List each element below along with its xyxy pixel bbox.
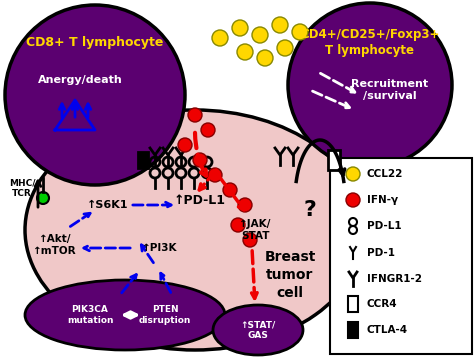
Circle shape xyxy=(188,108,202,122)
Ellipse shape xyxy=(25,110,365,350)
Circle shape xyxy=(5,5,185,185)
Circle shape xyxy=(231,218,245,232)
Circle shape xyxy=(237,44,253,60)
Text: CCL22: CCL22 xyxy=(367,169,403,179)
Text: ↑STAT/
GAS: ↑STAT/ GAS xyxy=(240,320,275,340)
Circle shape xyxy=(292,24,308,40)
Text: IFNGR1-2: IFNGR1-2 xyxy=(367,274,422,284)
Text: ↑PI3K: ↑PI3K xyxy=(142,243,178,253)
Text: PD-L1: PD-L1 xyxy=(367,221,401,231)
Text: PTEN
disruption: PTEN disruption xyxy=(139,305,191,325)
Circle shape xyxy=(272,17,288,33)
Text: Anergy/death: Anergy/death xyxy=(37,75,122,85)
Circle shape xyxy=(238,198,252,212)
Text: CTLA-4: CTLA-4 xyxy=(367,325,408,335)
Text: CD8+ T lymphocyte: CD8+ T lymphocyte xyxy=(27,35,164,48)
Circle shape xyxy=(232,20,248,36)
Bar xyxy=(348,296,358,312)
Circle shape xyxy=(208,168,222,182)
Circle shape xyxy=(288,3,452,167)
Text: ↑JAK/
STAT: ↑JAK/ STAT xyxy=(239,219,271,241)
Circle shape xyxy=(193,153,207,167)
Text: PD-1: PD-1 xyxy=(367,248,395,258)
Bar xyxy=(138,152,148,168)
Circle shape xyxy=(178,138,192,152)
Circle shape xyxy=(346,167,360,181)
Text: ↑S6K1: ↑S6K1 xyxy=(87,200,129,210)
Text: IFN-γ: IFN-γ xyxy=(367,195,398,205)
Circle shape xyxy=(243,233,257,247)
Text: ?: ? xyxy=(303,200,317,220)
Circle shape xyxy=(277,40,293,56)
Ellipse shape xyxy=(25,280,225,350)
Text: CCR4: CCR4 xyxy=(367,299,398,309)
Circle shape xyxy=(346,193,360,207)
Text: PIK3CA
mutation: PIK3CA mutation xyxy=(67,305,113,325)
Text: ↑Akt/
↑mTOR: ↑Akt/ ↑mTOR xyxy=(33,234,77,256)
Text: Recruitment
/survival: Recruitment /survival xyxy=(351,79,428,101)
Text: MHC/
TCR: MHC/ TCR xyxy=(9,178,35,198)
Circle shape xyxy=(37,192,49,204)
Circle shape xyxy=(212,30,228,46)
Bar xyxy=(348,322,358,338)
Text: Breast
tumor
cell: Breast tumor cell xyxy=(264,250,316,300)
Text: ↑PD-L1: ↑PD-L1 xyxy=(174,194,226,207)
Text: CD4+/CD25+/Foxp3+
T lymphocyte: CD4+/CD25+/Foxp3+ T lymphocyte xyxy=(301,28,440,57)
Ellipse shape xyxy=(213,305,303,355)
Circle shape xyxy=(223,183,237,197)
Bar xyxy=(330,158,472,354)
Bar xyxy=(328,150,340,170)
Circle shape xyxy=(201,123,215,137)
Circle shape xyxy=(257,50,273,66)
Circle shape xyxy=(252,27,268,43)
